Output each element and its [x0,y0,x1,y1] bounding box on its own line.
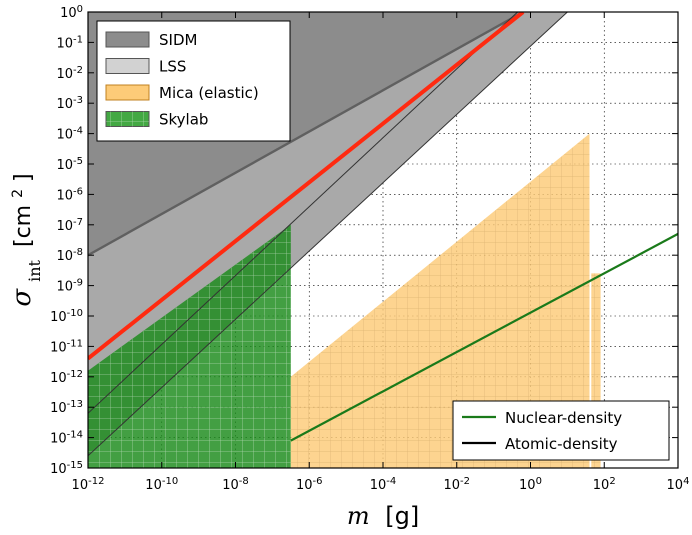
legend-label: Atomic-density [505,435,618,453]
x-tick-label: 10-6 [296,476,323,494]
legend-label: Mica (elastic) [159,84,259,102]
legend-swatch [105,84,150,101]
y-tick-label: 100 [60,4,83,22]
x-tick-label: 100 [519,476,542,494]
region-hatch-skylab [88,224,291,468]
y-axis-unit: [cm [11,205,36,247]
legend-label: SIDM [159,31,197,49]
y-tick-label: 10-11 [50,338,83,356]
y-tick-label: 10-3 [56,95,83,113]
x-tick-label: 10-4 [370,476,397,494]
x-tick-label: 10-10 [145,476,178,494]
legend-label: Nuclear-density [505,409,622,427]
y-axis-sub: int [25,259,44,281]
line-atomic-upper [88,12,524,257]
y-tick-label: 10-6 [56,186,83,204]
line-nuclear-density [290,232,678,442]
legend-swatch [105,58,150,74]
legend-label: LSS [159,58,186,76]
y-tick-label: 10-7 [56,216,83,234]
y-tick-label: 10-5 [56,156,83,174]
legend-swatch-hatch [106,111,149,127]
x-tick-label: 10-8 [222,476,249,494]
y-tick-label: 10-15 [50,460,83,478]
x-tick-label: 102 [593,476,616,494]
legend-regions: SIDM LSS Mica (elastic) Skylab [96,20,291,142]
y-tick-label: 10-12 [50,368,83,386]
y-axis-label: σ int [cm 2 ] [7,173,44,306]
x-tick-label: 10-2 [443,476,470,494]
legend-swatch [105,31,150,48]
y-axis-unit-close: ] [11,173,36,182]
legend-lines: Nuclear-density Atomic-density [452,400,670,461]
axis-ticks: 10-12 10-10 10-8 10-6 10-4 10-2 100 102 104 100 10… [50,4,689,494]
line-sidm-bound [88,12,525,361]
x-axis-unit: [g] [385,502,419,530]
line-atomic-middle [88,12,518,414]
y-tick-label: 10-8 [56,247,83,265]
y-tick-label: 10-13 [50,399,83,417]
x-axis-label: m [g] [347,502,419,530]
legend-label: Skylab [159,111,208,129]
y-tick-label: 10-2 [56,64,83,82]
y-tick-label: 10-10 [50,308,83,326]
series-lines [88,12,678,457]
region-hatch-mica-elastic- [290,133,601,468]
y-axis-unit-exp: 2 [10,189,26,198]
y-axis-var: σ [7,288,37,307]
x-axis-var: m [347,502,370,530]
x-tick-label: 104 [667,476,690,494]
y-tick-label: 10-4 [56,125,83,143]
y-tick-label: 10-9 [56,277,83,295]
line-atomic-lower [88,12,568,457]
legend-box [452,400,670,461]
y-tick-label: 10-14 [50,429,83,447]
x-tick-label: 10-12 [72,476,105,494]
y-tick-label: 10-1 [56,34,83,52]
